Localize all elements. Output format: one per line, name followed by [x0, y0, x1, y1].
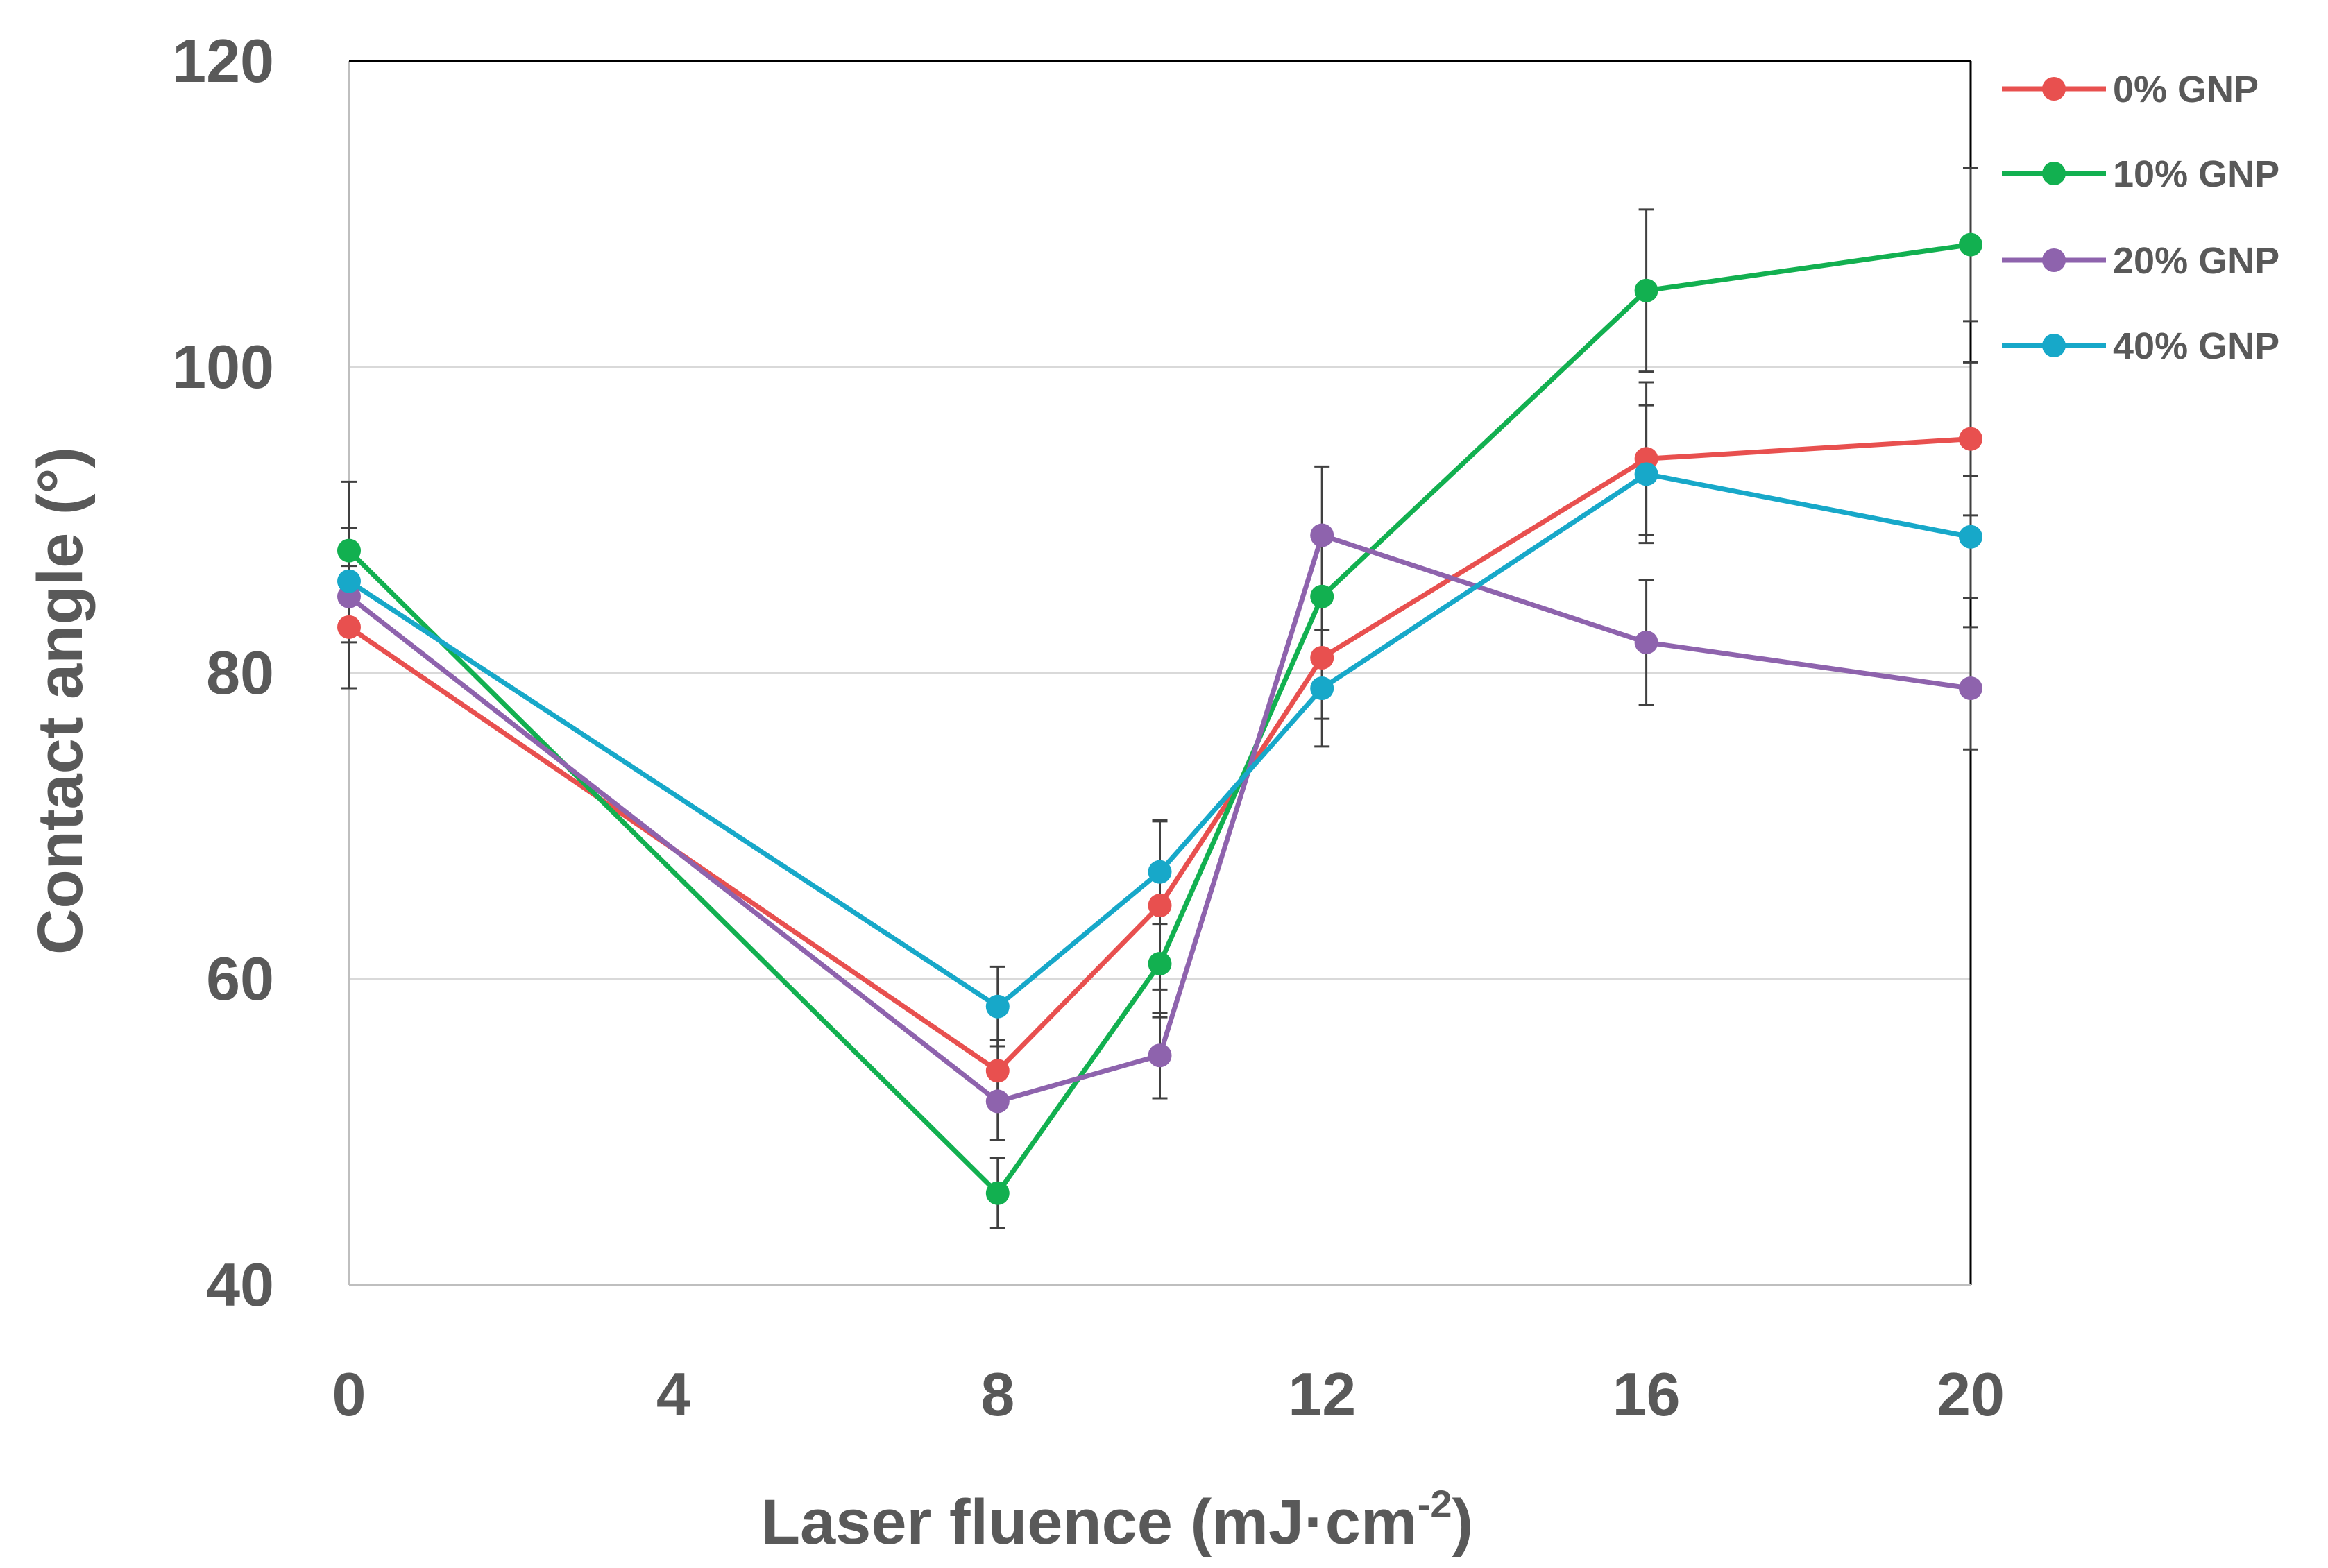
data-point-0GNP-12 [1310, 645, 1334, 670]
data-point-0GNP-8 [985, 1059, 1010, 1083]
data-point-20GNP-16 [1634, 630, 1658, 654]
x-tick-label-16: 16 [1613, 1360, 1681, 1429]
data-point-20GNP-20 [1959, 676, 1982, 701]
data-point-20GNP-12 [1310, 523, 1334, 547]
x-tick-label-20: 20 [1937, 1360, 2005, 1429]
data-point-10GNP-10 [1148, 951, 1172, 975]
data-point-20GNP-8 [985, 1089, 1010, 1114]
legend-label: 10% GNP [2113, 153, 2279, 195]
x-tick-label-12: 12 [1288, 1360, 1356, 1429]
legend-label: 20% GNP [2113, 240, 2279, 282]
data-point-40GNP-16 [1634, 462, 1658, 486]
legend-marker [2042, 248, 2066, 272]
x-axis-title-close: ) [1452, 1487, 1474, 1558]
legend-marker [2042, 162, 2066, 185]
data-point-40GNP-12 [1310, 676, 1334, 701]
y-tick-label-40: 40 [206, 1250, 274, 1319]
legend-item-10GNP: 10% GNP [2002, 153, 2279, 195]
x-axis-title: Laser fluence (mJ·cm-2) [761, 1482, 1473, 1558]
data-point-10GNP-16 [1634, 278, 1658, 302]
data-point-0GNP-0 [337, 615, 361, 639]
y-tick-labels: 40 60 80 100 120 [172, 26, 274, 1319]
data-points [337, 232, 1982, 1205]
x-tick-label-4: 4 [656, 1360, 690, 1429]
series-lines [346, 242, 1973, 1196]
series-line-20GNP [346, 533, 1973, 1104]
legend-item-20GNP: 20% GNP [2002, 240, 2279, 282]
data-point-0GNP-10 [1148, 894, 1172, 918]
y-tick-label-80: 80 [206, 638, 274, 707]
data-point-0GNP-20 [1959, 427, 1982, 451]
series-line-40GNP [346, 471, 1973, 1009]
error-bars [341, 167, 1978, 1229]
legend-item-40GNP: 40% GNP [2002, 325, 2279, 367]
data-point-10GNP-8 [985, 1181, 1010, 1205]
data-point-10GNP-20 [1959, 232, 1982, 257]
legend-label: 40% GNP [2113, 325, 2279, 367]
x-axis-title-superscript: -2 [1418, 1482, 1452, 1526]
legend: 0% GNP 10% GNP 20% GNP 40% GNP [2002, 69, 2279, 367]
x-tick-label-8: 8 [980, 1360, 1014, 1429]
x-tick-label-0: 0 [332, 1360, 366, 1429]
x-tick-labels: 0 4 8 12 16 20 [332, 1360, 2005, 1429]
data-point-40GNP-0 [337, 569, 361, 593]
data-point-40GNP-10 [1148, 860, 1172, 884]
x-axis-title-main: Laser fluence (mJ·cm [761, 1487, 1418, 1558]
legend-marker [2042, 77, 2066, 101]
data-point-40GNP-8 [985, 994, 1010, 1019]
legend-marker [2042, 334, 2066, 357]
data-point-10GNP-0 [337, 538, 361, 563]
y-tick-label-100: 100 [172, 332, 274, 401]
y-tick-label-120: 120 [172, 26, 274, 95]
data-point-10GNP-12 [1310, 584, 1334, 608]
data-point-40GNP-20 [1959, 525, 1982, 549]
y-axis-title: Contact angle (°) [25, 447, 96, 955]
legend-item-0GNP: 0% GNP [2002, 69, 2259, 110]
data-point-20GNP-10 [1148, 1043, 1172, 1068]
legend-label: 0% GNP [2113, 69, 2259, 110]
y-tick-label-60: 60 [206, 944, 274, 1013]
